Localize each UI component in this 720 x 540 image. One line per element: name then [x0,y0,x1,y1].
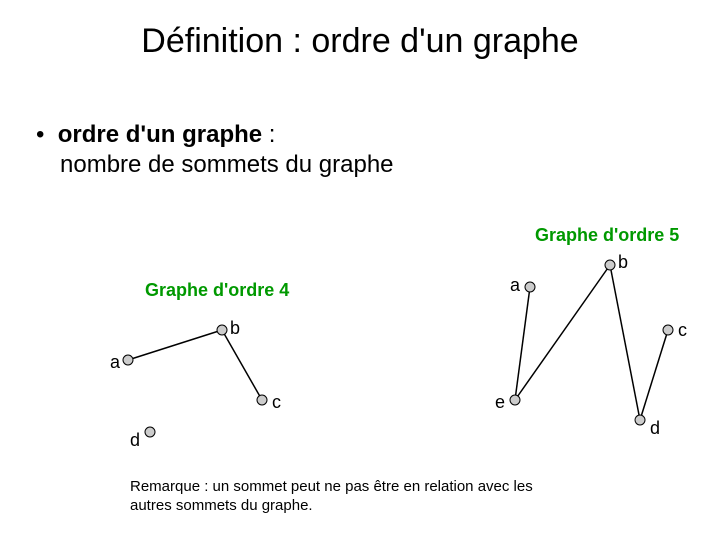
graph5-node-d [635,415,645,425]
graph5-node-c [663,325,673,335]
graph4-label-c: c [272,392,281,413]
graph5-node-e [510,395,520,405]
graph5-node-b [605,260,615,270]
remark-text: Remarque : un sommet peut ne pas être en… [130,478,550,516]
graph4-label-d: d [130,430,140,451]
graph4-label-a: a [110,352,120,373]
slide-root: Définition : ordre d'un graphe • ordre d… [0,0,720,540]
graph5-edge-c-d [640,330,668,420]
graph5-label-c: c [678,320,687,341]
graph5-label-b: b [618,252,628,273]
graph5-edge-b-d [610,265,640,420]
graph5-label-a: a [510,275,520,296]
graph5-label-d: d [650,418,660,439]
graph5-node-a [525,282,535,292]
graph4-label-b: b [230,318,240,339]
graph5-label-e: e [495,392,505,413]
graph5-diagram [0,0,720,540]
